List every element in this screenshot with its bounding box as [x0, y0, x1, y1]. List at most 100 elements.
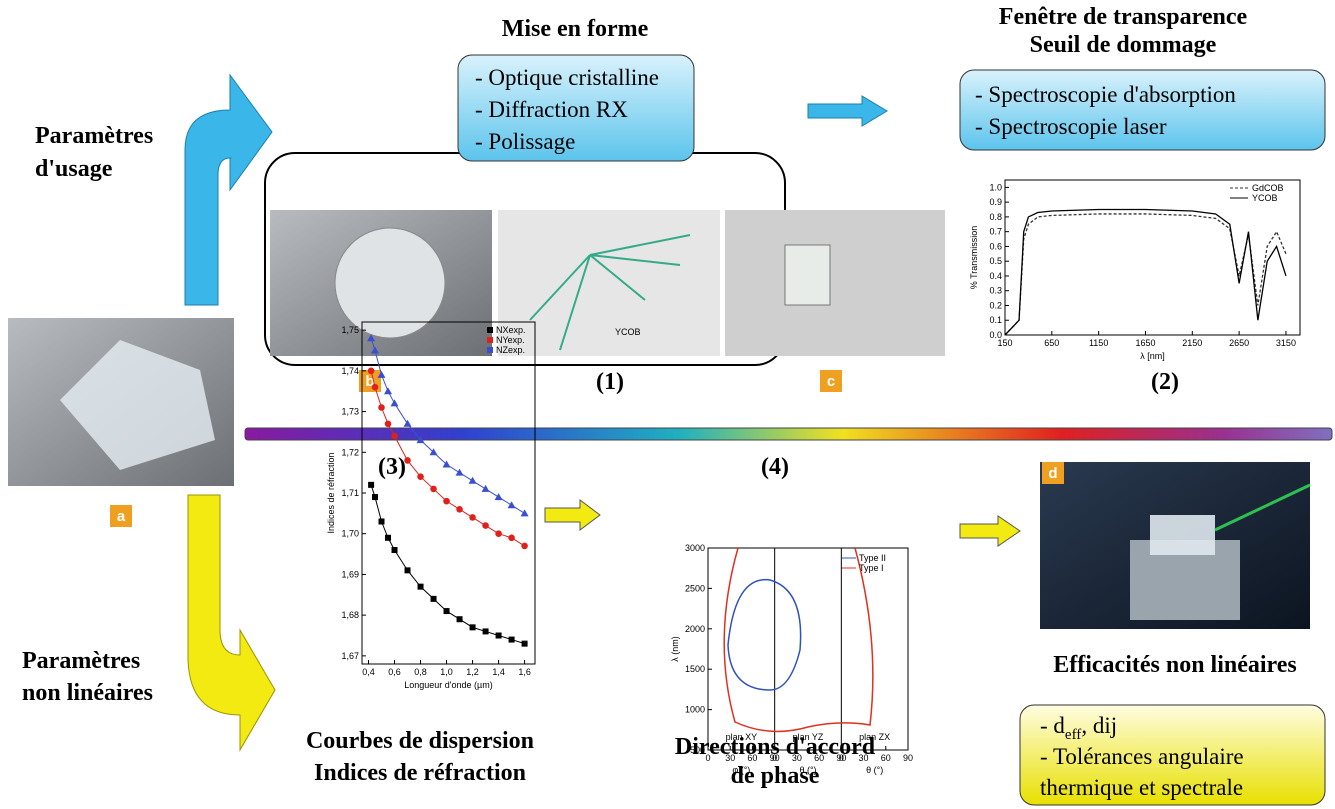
fit-curve: [371, 485, 524, 644]
point: [444, 608, 450, 614]
y-tick-label: 1,73: [341, 407, 359, 417]
curve-type-i: [724, 548, 873, 731]
point: [470, 624, 476, 630]
label-text: d'usage: [35, 156, 113, 182]
point: [368, 482, 374, 488]
panel-label: plan ZX: [859, 732, 890, 742]
section-title: Seuil de dommage: [1030, 32, 1217, 58]
point: [469, 514, 476, 521]
x-tick-label: 650: [1044, 338, 1059, 348]
y-tick-label: 1000: [685, 705, 705, 715]
legend-swatch: [487, 327, 493, 333]
point: [443, 498, 450, 505]
y-tick-label: 1,74: [341, 366, 359, 376]
photo-label: a: [117, 508, 126, 525]
y-tick-label: 1.0: [989, 182, 1002, 192]
y-tick-label: 1,69: [341, 569, 359, 579]
diagram-text: YCOB: [615, 327, 641, 337]
x-tick-label: 90: [903, 753, 913, 763]
x-axis-label: λ [nm]: [1140, 351, 1165, 361]
x-tick-label: 1150: [1089, 338, 1108, 348]
x-tick-label: 1650: [1135, 338, 1155, 348]
point: [483, 628, 489, 634]
axes-diagram: [498, 210, 720, 356]
point: [405, 567, 411, 573]
point: [495, 493, 503, 500]
y-tick-label: 500: [690, 745, 705, 755]
label-text: non linéaires: [22, 680, 153, 706]
legend-label: NXexp.: [496, 325, 526, 335]
y-tick-label: 1,75: [341, 325, 359, 335]
x-tick-label: 30: [792, 753, 802, 763]
arrow: [545, 500, 600, 530]
point: [417, 473, 424, 480]
panel-label: plan YZ: [793, 732, 824, 742]
x-tick-label: 0: [705, 753, 710, 763]
point: [469, 477, 477, 484]
point: [431, 596, 437, 602]
point: [385, 420, 392, 427]
arrow-up: [185, 75, 272, 305]
x-tick-label: 1,0: [440, 667, 453, 677]
y-tick-label: 1,70: [341, 529, 359, 539]
y-tick-label: 3000: [685, 543, 705, 553]
x-tick-label: 0: [839, 753, 844, 763]
y-tick-label: 0.9: [989, 197, 1002, 207]
panel-label: plan XY: [726, 732, 758, 742]
plot-frame: [1005, 180, 1300, 335]
x-axis-label: θ (°): [866, 765, 883, 775]
legend-label: YCOB: [1252, 193, 1278, 203]
point: [384, 387, 392, 394]
y-tick-label: 0.7: [989, 227, 1002, 237]
line: [1005, 214, 1286, 335]
y-tick-label: 1,71: [341, 488, 359, 498]
crystal: [785, 245, 830, 305]
point: [404, 420, 412, 427]
x-tick-label: 0,4: [362, 667, 375, 677]
point: [521, 509, 529, 516]
item: - Tolérances angulaire: [1040, 744, 1244, 769]
y-tick-label: 0.0: [989, 330, 1002, 340]
point: [372, 494, 378, 500]
y-axis-label: Indices de réfraction: [326, 452, 336, 533]
y-tick-label: 1,72: [341, 447, 359, 457]
x-tick-label: 0: [772, 753, 777, 763]
figure-label: (4): [761, 454, 789, 480]
subscript: eff: [1065, 727, 1081, 743]
point: [379, 519, 385, 525]
point: [404, 457, 411, 464]
x-tick-label: 0,6: [388, 667, 401, 677]
legend-label: NZexp.: [496, 345, 525, 355]
point: [457, 616, 463, 622]
x-tick-label: 60: [814, 753, 824, 763]
photo-label: c: [827, 373, 835, 390]
figure-label: (2): [1151, 369, 1179, 395]
legend-label: Type II: [859, 553, 886, 563]
x-tick-label: 1,6: [518, 667, 531, 677]
x-tick-label: 1,2: [466, 667, 479, 677]
point: [509, 637, 515, 643]
y-tick-label: 0.2: [989, 300, 1002, 310]
item: - Polissage: [475, 129, 575, 154]
plot-frame: [708, 548, 908, 750]
point: [418, 584, 424, 590]
y-axis-label: λ (nm): [670, 636, 680, 662]
y-tick-label: 0.5: [989, 256, 1002, 266]
y-tick-label: 1,68: [341, 610, 359, 620]
item-part: , dij: [1081, 713, 1117, 738]
point: [521, 543, 528, 550]
point: [391, 433, 398, 440]
legend-label: NYexp.: [496, 335, 525, 345]
item: - Diffraction RX: [475, 97, 628, 122]
legend-label: GdCOB: [1252, 183, 1284, 193]
diagram: Paramètres d'usage Paramètres non linéai…: [0, 0, 1335, 809]
x-tick-label: 30: [725, 753, 735, 763]
x-axis-label: θ (°): [799, 765, 816, 775]
section-title: Fenêtre de transparence: [999, 4, 1248, 30]
curve-type-ii: [728, 580, 801, 690]
x-tick-label: 0,8: [414, 667, 427, 677]
caption: Indices de réfraction: [314, 760, 526, 786]
label-text: Paramètres: [35, 123, 153, 149]
x-tick-label: 2150: [1182, 338, 1202, 348]
point: [430, 486, 437, 493]
